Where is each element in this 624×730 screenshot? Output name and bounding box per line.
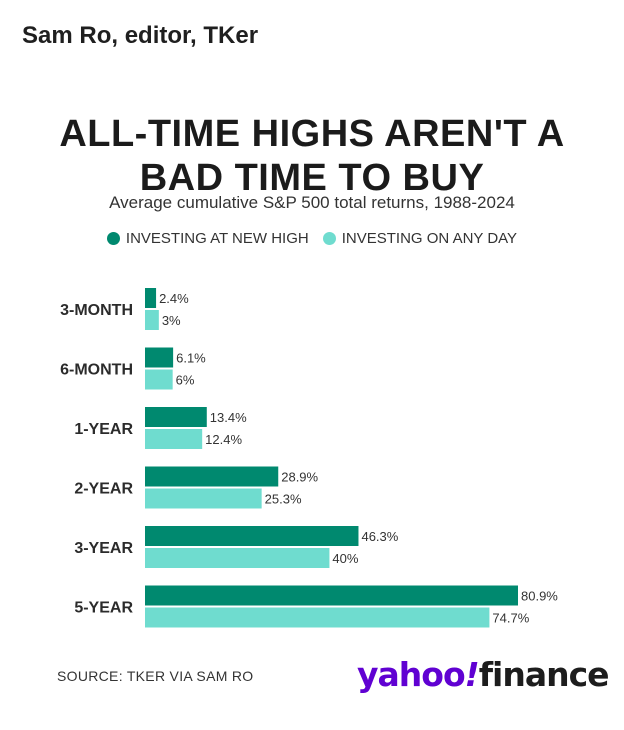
- data-label-3-month-new-high: 2.4%: [159, 291, 189, 306]
- data-label-6-month-any-day: 6%: [176, 373, 195, 388]
- data-label-5-year-any-day: 74.7%: [492, 611, 529, 626]
- category-label-2-year: 2-YEAR: [74, 481, 133, 498]
- chart-legend: INVESTING AT NEW HIGH INVESTING ON ANY D…: [0, 230, 624, 247]
- legend-label-new-high: INVESTING AT NEW HIGH: [125, 230, 309, 247]
- data-label-6-month-new-high: 6.1%: [176, 351, 206, 366]
- bar-chart: 3-MONTH 2.4% 3% 6-MONTH 6.1% 6% 1-YEAR 13.4% 12.…: [60, 288, 558, 628]
- bar-2-year-new-high: [145, 466, 279, 487]
- bar-6-month-any-day: [145, 369, 173, 390]
- chart-subtitle: Average cumulative S&P 500 total returns…: [109, 193, 515, 212]
- logo-bang: !: [464, 655, 480, 694]
- bar-6-month-new-high: [145, 347, 174, 368]
- yahoo-finance-logo: yahoo!finance: [357, 655, 610, 694]
- bar-3-year-new-high: [145, 526, 359, 546]
- legend-item-any-day: INVESTING ON ANY DAY: [322, 230, 518, 247]
- bar-1-year-new-high: [145, 407, 207, 427]
- data-label-3-year-any-day: 40%: [332, 551, 358, 566]
- bar-3-month-any-day: [145, 310, 159, 330]
- legend-label-any-day: INVESTING ON ANY DAY: [341, 230, 518, 247]
- bar-2-year-any-day: [145, 488, 262, 509]
- data-label-1-year-any-day: 12.4%: [205, 432, 242, 447]
- logo-brand: yahoo: [357, 655, 466, 694]
- chart-title-line-2: BAD TIME TO BUY: [139, 157, 485, 199]
- byline: Sam Ro, editor, TKer: [22, 22, 259, 49]
- data-label-3-month-any-day: 3%: [162, 313, 181, 328]
- data-label-1-year-new-high: 13.4%: [210, 410, 247, 425]
- chart-title-line-1: ALL-TIME HIGHS AREN'T A: [59, 113, 565, 155]
- legend-item-new-high: INVESTING AT NEW HIGH: [106, 230, 309, 247]
- category-label-3-year: 3-YEAR: [74, 540, 133, 557]
- bar-5-year-new-high: [145, 585, 518, 606]
- source-note: SOURCE: TKER VIA SAM RO: [57, 668, 254, 684]
- bar-1-year-any-day: [145, 429, 203, 449]
- data-label-3-year-new-high: 46.3%: [361, 529, 398, 544]
- data-label-2-year-new-high: 28.9%: [281, 470, 318, 485]
- category-label-3-month: 3-MONTH: [60, 302, 133, 319]
- logo-section: finance: [478, 655, 610, 694]
- category-label-6-month: 6-MONTH: [60, 362, 133, 379]
- category-label-5-year: 5-YEAR: [74, 600, 133, 617]
- bar-5-year-any-day: [145, 607, 490, 628]
- chart-title: ALL-TIME HIGHS AREN'T A BAD TIME TO BUY: [0, 112, 624, 200]
- bar-3-year-any-day: [145, 548, 330, 568]
- legend-swatch-any-day: [322, 232, 336, 245]
- data-label-2-year-any-day: 25.3%: [265, 492, 302, 507]
- bar-3-month-new-high: [145, 288, 157, 308]
- data-label-5-year-new-high: 80.9%: [521, 589, 558, 604]
- category-label-1-year: 1-YEAR: [74, 421, 133, 438]
- legend-swatch-new-high: [106, 232, 120, 245]
